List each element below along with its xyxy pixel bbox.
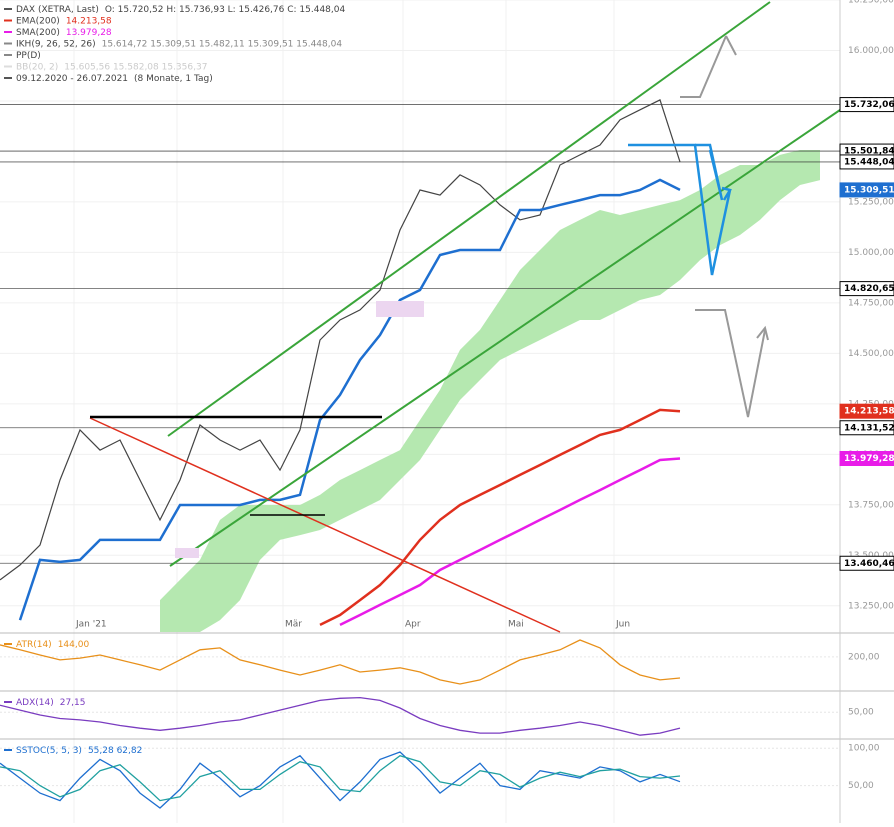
level-label-box [839,97,894,113]
x-tick-label: Mai [508,620,524,630]
indicator-info: 144,00 [58,640,90,650]
arrow-head [721,186,732,201]
annotations [89,1,841,633]
legend-name: DAX (XETRA, Last) [16,5,99,15]
price-line [18,178,681,621]
zone-marker [376,301,424,317]
level-label-box [839,403,894,419]
indicator-line [0,754,681,802]
legend-name: SMA(200) [16,28,60,38]
legend-info: 14.213,58 [66,16,112,26]
legend-entry: 09.12.2020 - 26.07.2021 (8 Monate, 1 Tag) [16,74,213,84]
trend-line [89,417,561,633]
projection-arrow [695,143,724,201]
legend-name: EMA(200) [16,16,60,26]
y-tick-label: 16.000,00 [848,46,894,56]
level-label: 15.732,06 [844,100,894,110]
legend-entry: IKH(9, 26, 52, 26) 15.614,72 15.309,51 15… [16,39,342,49]
level-label-box [839,182,894,198]
level-label: 15.309,51 [844,185,894,195]
y-tick-label: 14.500,00 [848,349,894,359]
x-tick-label: Mär [285,620,302,630]
y-tick-label: 50,00 [848,708,874,718]
level-label: 15.501,84 [844,147,894,157]
legend-info: 15.614,72 15.309,51 15.482,11 15.309,51 … [102,39,343,49]
indicator-legend: ADX(14) 27,15 [16,698,86,708]
legend-name: 09.12.2020 - 26.07.2021 [16,74,128,84]
legend-info: 13.979,28 [66,28,112,38]
legend-entry: DAX (XETRA, Last) O: 15.720,52 H: 15.736,… [16,5,345,15]
legend-name: PP(D) [16,51,41,61]
projection-arrow [628,143,732,276]
x-tick-label: Jan '21 [75,620,107,630]
indicator-info: 27,15 [60,698,86,708]
legend-info: (8 Monate, 1 Tag) [134,74,213,84]
price-line [0,99,681,581]
legend-info: 15.605,56 15.582,08 15.356,37 [64,62,207,72]
arrow-head [756,325,769,341]
indicator-name: ATR(14) [16,640,52,650]
indicator-line [0,639,681,685]
level-label: 14.213,58 [844,407,894,417]
y-tick-label: 13.250,00 [848,601,894,611]
x-tick-label: Jun [615,620,630,630]
indicator-name: SSTOC(5, 5, 3) [16,746,82,756]
level-label: 14.820,65 [844,284,894,294]
y-tick-label: 13.750,00 [848,500,894,510]
y-tick-label: 16.250,00 [848,0,894,6]
channel-line [169,109,841,567]
legend-entry: PP(D) [16,51,41,61]
level-label-box [839,281,894,297]
legend-name: IKH(9, 26, 52, 26) [16,39,96,49]
channel-line [167,1,771,437]
projection-arrow [680,35,727,98]
ichimoku-cloud [160,150,820,632]
y-tick-label: 14.750,00 [848,298,894,308]
level-label-box [839,450,894,466]
y-tick-label: 15.250,00 [848,197,894,207]
legend-name: BB(20, 2) [16,62,58,72]
legend-info: O: 15.720,52 H: 15.736,93 L: 15.426,76 C… [105,5,346,15]
y-tick-label: 100,00 [848,744,880,754]
projection-arrow [725,35,737,56]
projection-arrow [695,309,766,418]
y-tick-label: 15.000,00 [848,248,894,258]
indicator-legend: SSTOC(5, 5, 3) 55,28 62,82 [16,746,142,756]
indicator-legend: ATR(14) 144,00 [16,640,89,650]
level-label: 15.448,04 [844,157,894,167]
level-label: 14.131,52 [844,423,894,433]
price-line [319,408,681,627]
indicator-name: ADX(14) [16,698,54,708]
level-label: 13.460,46 [844,559,894,569]
zone-marker [175,548,199,558]
legend-entry: EMA(200) 14.213,58 [16,16,112,26]
legend-entry: BB(20, 2) 15.605,56 15.582,08 15.356,37 [16,62,207,72]
indicator-line [0,696,681,736]
level-label-box [839,555,894,571]
level-label-box [839,154,894,170]
indicator-info: 55,28 62,82 [88,746,142,756]
y-tick-label: 50,00 [848,781,874,791]
level-label: 13.979,28 [844,454,894,464]
y-tick-label: 200,00 [848,652,880,662]
legend-entry: SMA(200) 13.979,28 [16,28,112,38]
x-tick-label: Apr [405,620,421,630]
level-label-box [839,420,894,436]
price-line [339,457,681,627]
